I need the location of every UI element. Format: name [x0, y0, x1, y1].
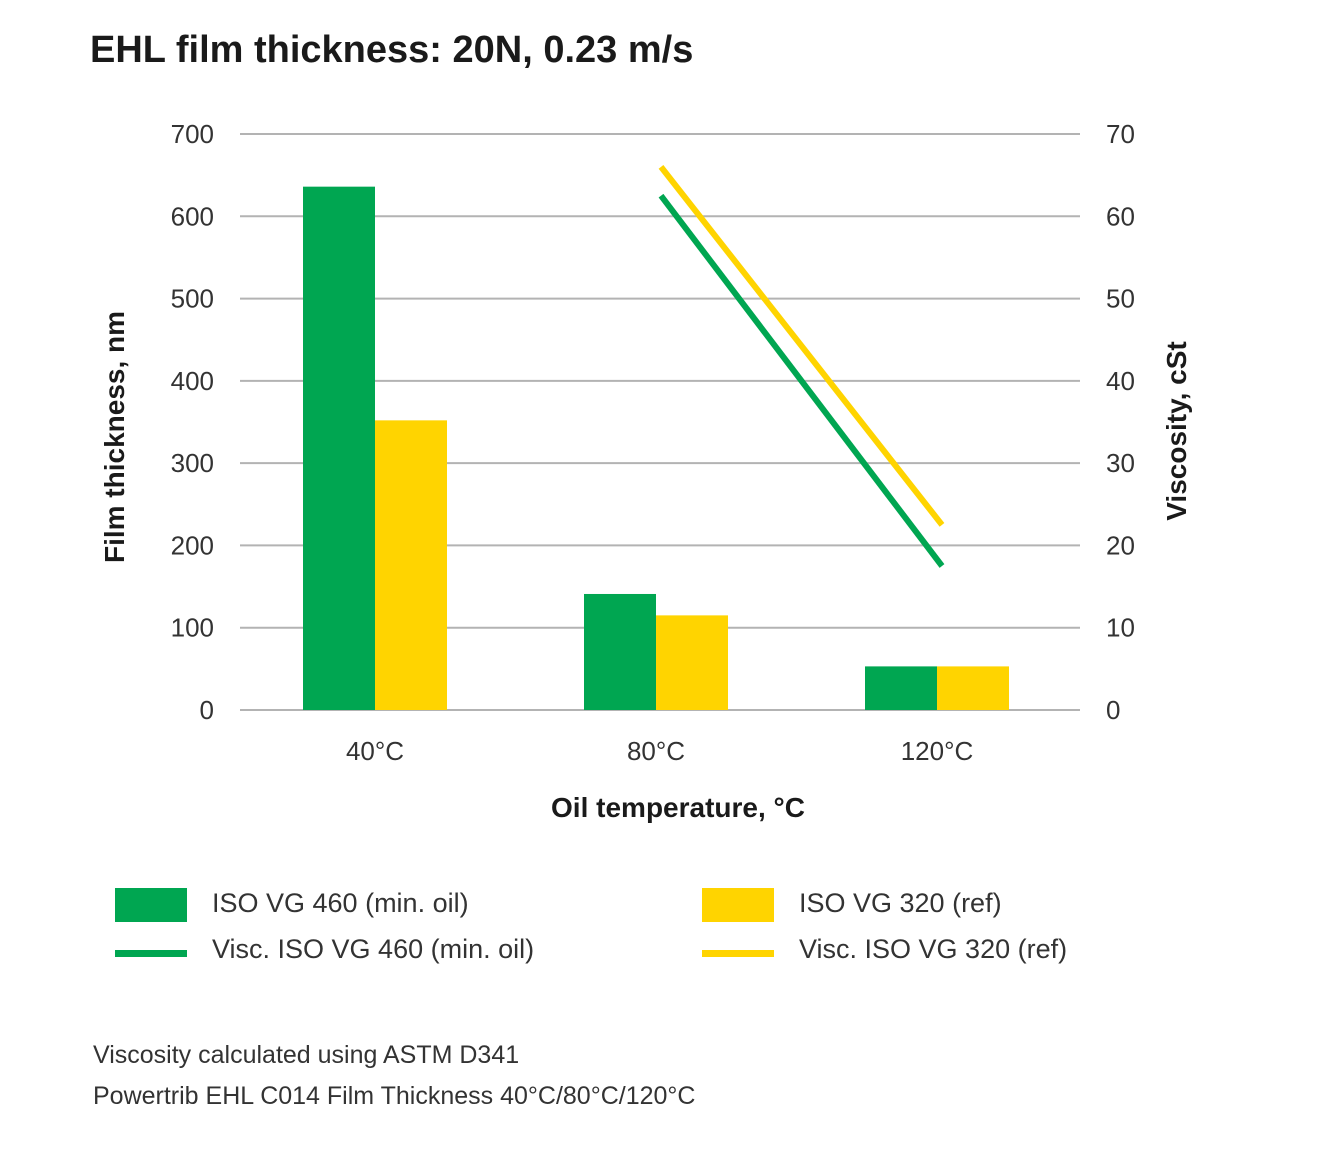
- y-tick-label: 400: [171, 366, 214, 396]
- x-tick-label: 120°C: [901, 736, 974, 766]
- x-tick-label: 80°C: [627, 736, 685, 766]
- bar-iso-vg-320-1: [656, 615, 728, 710]
- x-axis-label: Oil temperature, °C: [551, 792, 805, 823]
- bar-iso-vg-460-1: [584, 593, 656, 710]
- x-tick-label: 40°C: [346, 736, 404, 766]
- y-tick-label: 500: [171, 284, 214, 314]
- right-axis-ticks: 0 10 20 30 40 50 60 70: [1106, 119, 1135, 725]
- y2-tick-label: 10: [1106, 613, 1135, 643]
- y2-tick-label: 70: [1106, 119, 1135, 149]
- bar-iso-vg-320-0: [375, 420, 447, 710]
- bars: [303, 186, 1009, 711]
- viscosity-lines: [658, 165, 945, 568]
- bar-iso-vg-460-2: [865, 666, 937, 710]
- legend-swatch-bar: [702, 888, 774, 922]
- legend-swatch-line: [115, 950, 187, 957]
- bar-iso-vg-460-0: [303, 186, 375, 711]
- note-viscosity-method: Viscosity calculated using ASTM D341: [93, 1041, 519, 1069]
- legend-label: Visc. ISO VG 320 (ref): [799, 934, 1067, 964]
- y-tick-label: 300: [171, 448, 214, 478]
- legend-label: ISO VG 460 (min. oil): [212, 888, 469, 918]
- note-film-thickness-source: Powertrib EHL C014 Film Thickness 40°C/8…: [93, 1082, 695, 1110]
- y-tick-label: 200: [171, 530, 214, 560]
- legend-label: Visc. ISO VG 460 (min. oil): [212, 934, 534, 964]
- y2-tick-label: 50: [1106, 284, 1135, 314]
- viscosity-line-iso-vg-460: [658, 193, 945, 568]
- y2-tick-label: 30: [1106, 448, 1135, 478]
- y2-tick-label: 0: [1106, 695, 1120, 725]
- y-tick-label: 600: [171, 201, 214, 231]
- y2-tick-label: 60: [1106, 201, 1135, 231]
- y2-tick-label: 40: [1106, 366, 1135, 396]
- viscosity-line-iso-vg-320: [658, 165, 945, 527]
- y2-tick-label: 20: [1106, 530, 1135, 560]
- left-axis-ticks: 0 100 200 300 400 500 600 700: [171, 119, 214, 725]
- x-axis-ticks: 40°C 80°C 120°C: [346, 736, 973, 766]
- y-tick-label: 0: [200, 695, 214, 725]
- y-tick-label: 700: [171, 119, 214, 149]
- y-axis-label: Film thickness, nm: [99, 311, 130, 563]
- legend-label: ISO VG 320 (ref): [799, 888, 1002, 918]
- chart-title: EHL film thickness: 20N, 0.23 m/s: [90, 29, 693, 71]
- legend-swatch-line: [702, 950, 774, 957]
- y2-axis-label: Viscosity, cSt: [1161, 341, 1192, 521]
- y-tick-label: 100: [171, 613, 214, 643]
- legend: ISO VG 460 (min. oil) ISO VG 320 (ref) Vis…: [115, 888, 1067, 964]
- legend-swatch-bar: [115, 888, 187, 922]
- bar-iso-vg-320-2: [937, 666, 1009, 710]
